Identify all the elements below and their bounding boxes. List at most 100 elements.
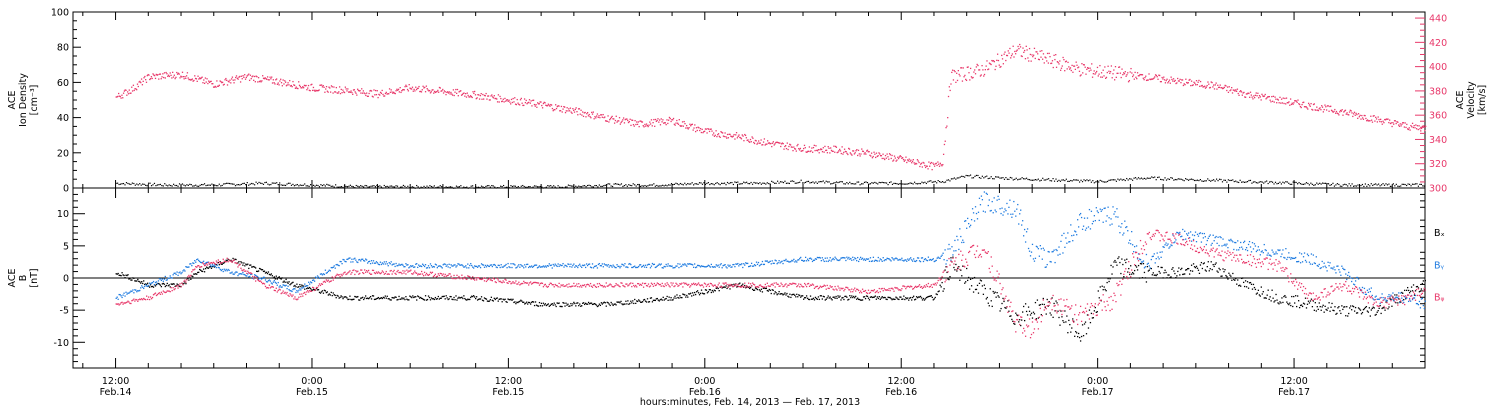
field-point	[280, 286, 282, 288]
velocity-point	[645, 125, 647, 127]
velocity-point	[451, 94, 454, 96]
velocity-point	[487, 95, 490, 97]
field-point	[619, 302, 621, 304]
velocity-point	[293, 84, 295, 86]
field-point	[1411, 290, 1414, 292]
field-point	[1417, 287, 1420, 289]
velocity-point	[1379, 118, 1382, 120]
velocity-point	[1336, 112, 1338, 114]
field-point	[493, 263, 495, 266]
density-point	[1238, 181, 1240, 184]
field-point	[465, 265, 467, 267]
velocity-point	[924, 164, 926, 167]
field-point	[330, 266, 332, 269]
field-point	[496, 297, 498, 299]
field-point	[641, 301, 644, 303]
density-point	[1422, 185, 1424, 187]
field-point	[618, 265, 620, 268]
velocity-point	[338, 86, 341, 88]
field-point	[263, 270, 266, 272]
field-point	[337, 264, 339, 266]
density-point	[196, 185, 198, 187]
density-point	[267, 183, 269, 185]
field-point	[845, 295, 847, 297]
field-point	[749, 265, 752, 267]
density-point	[1201, 180, 1203, 182]
field-point	[396, 265, 398, 267]
velocity-point	[647, 125, 649, 128]
velocity-point	[212, 83, 214, 85]
velocity-point	[426, 88, 428, 90]
velocity-point	[1247, 92, 1249, 94]
field-point	[278, 276, 280, 278]
field-point	[460, 264, 462, 266]
density-point	[391, 185, 393, 187]
velocity-point	[1280, 102, 1282, 104]
density-point	[246, 182, 248, 184]
velocity-point	[1225, 85, 1227, 87]
field-point	[639, 264, 642, 266]
field-point	[152, 286, 155, 288]
density-point	[118, 183, 120, 186]
velocity-point	[361, 92, 364, 94]
field-point	[1064, 310, 1066, 312]
velocity-point	[484, 95, 486, 97]
field-point	[1157, 265, 1159, 268]
field-point	[281, 286, 283, 288]
density-point	[1033, 179, 1035, 181]
field-point	[1069, 323, 1071, 326]
field-point	[473, 267, 475, 269]
field-point	[537, 305, 540, 307]
field-point	[299, 288, 301, 290]
density-point	[1379, 185, 1381, 187]
field-point	[1077, 219, 1079, 221]
field-point	[402, 264, 404, 266]
field-point	[1074, 335, 1076, 337]
velocity-point	[947, 95, 950, 98]
velocity-point	[914, 163, 916, 165]
field-point	[871, 296, 874, 299]
velocity-point	[1132, 75, 1134, 78]
velocity-point	[1413, 124, 1415, 127]
velocity-point	[663, 122, 665, 124]
velocity-point	[1168, 80, 1170, 83]
field-point	[614, 266, 616, 269]
velocity-point	[229, 79, 231, 81]
velocity-point	[1386, 118, 1388, 120]
velocity-point	[1159, 80, 1162, 83]
velocity-point	[159, 73, 162, 75]
density-point	[614, 183, 617, 185]
field-point	[1332, 309, 1334, 311]
velocity-point	[938, 163, 940, 165]
velocity-point	[735, 134, 737, 136]
velocity-point	[509, 101, 511, 103]
velocity-point	[495, 97, 497, 100]
density-point	[1133, 177, 1135, 179]
field-point	[975, 288, 978, 291]
field-point	[479, 266, 482, 269]
velocity-point	[676, 119, 678, 122]
field-point	[1302, 302, 1305, 304]
density-point	[1056, 180, 1059, 182]
velocity-point	[1204, 87, 1207, 89]
density-point	[629, 184, 631, 187]
field-point	[1076, 332, 1078, 334]
density-point	[1404, 183, 1406, 186]
field-point	[284, 285, 286, 287]
density-point	[202, 184, 204, 186]
field-point	[553, 302, 555, 304]
field-point	[641, 265, 644, 268]
density-point	[774, 182, 776, 184]
velocity-point	[1235, 90, 1238, 92]
velocity-point	[1128, 79, 1131, 82]
field-point	[431, 298, 434, 300]
field-point	[998, 296, 1000, 298]
density-point	[703, 182, 705, 184]
density-point	[1043, 179, 1045, 181]
velocity-point	[188, 78, 190, 81]
field-point	[671, 299, 673, 301]
field-point	[858, 298, 861, 301]
field-point	[179, 285, 181, 288]
velocity-point	[1010, 54, 1013, 57]
field-point	[567, 303, 569, 305]
